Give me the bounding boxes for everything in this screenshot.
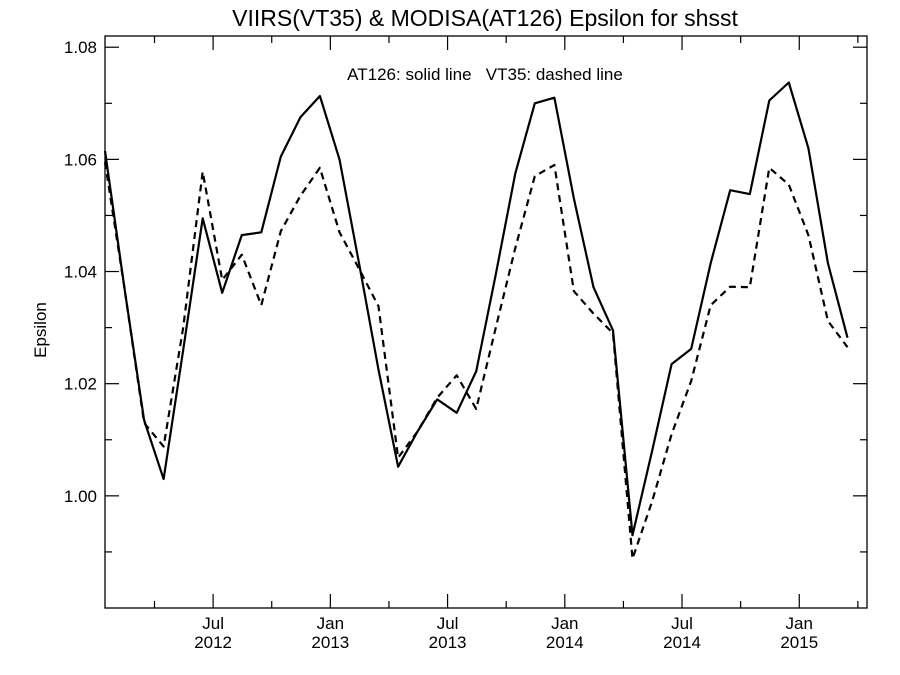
ticks-layer: 1.001.021.041.061.08Jul2012Jan2013Jul201… xyxy=(64,36,867,652)
x-tick-month-label: Jan xyxy=(317,614,344,633)
x-tick-month-label: Jul xyxy=(671,614,693,633)
plot-frame xyxy=(104,35,868,609)
y-tick-label: 1.02 xyxy=(64,375,97,394)
chart-title: VIIRS(VT35) & MODISA(AT126) Epsilon for … xyxy=(232,5,738,31)
x-tick-month-label: Jan xyxy=(551,614,578,633)
y-axis-label: Epsilon xyxy=(31,302,50,358)
x-tick-year-label: 2014 xyxy=(663,633,701,652)
x-tick-year-label: 2012 xyxy=(194,633,232,652)
x-tick-month-label: Jan xyxy=(786,614,813,633)
x-tick-year-label: 2015 xyxy=(780,633,818,652)
series-line-at126 xyxy=(103,81,849,537)
y-tick-label: 1.08 xyxy=(64,38,97,57)
x-tick-year-label: 2014 xyxy=(546,633,584,652)
legend-annotation: AT126: solid line VT35: dashed line xyxy=(347,65,623,84)
series-layer xyxy=(103,81,849,560)
x-tick-month-label: Jul xyxy=(202,614,224,633)
plot-border xyxy=(104,35,868,609)
x-tick-month-label: Jul xyxy=(437,614,459,633)
y-tick-label: 1.04 xyxy=(64,263,97,282)
series-line-vt35 xyxy=(103,162,849,560)
x-tick-year-label: 2013 xyxy=(311,633,349,652)
y-tick-label: 1.00 xyxy=(64,487,97,506)
x-tick-year-label: 2013 xyxy=(429,633,467,652)
y-tick-label: 1.06 xyxy=(64,150,97,169)
